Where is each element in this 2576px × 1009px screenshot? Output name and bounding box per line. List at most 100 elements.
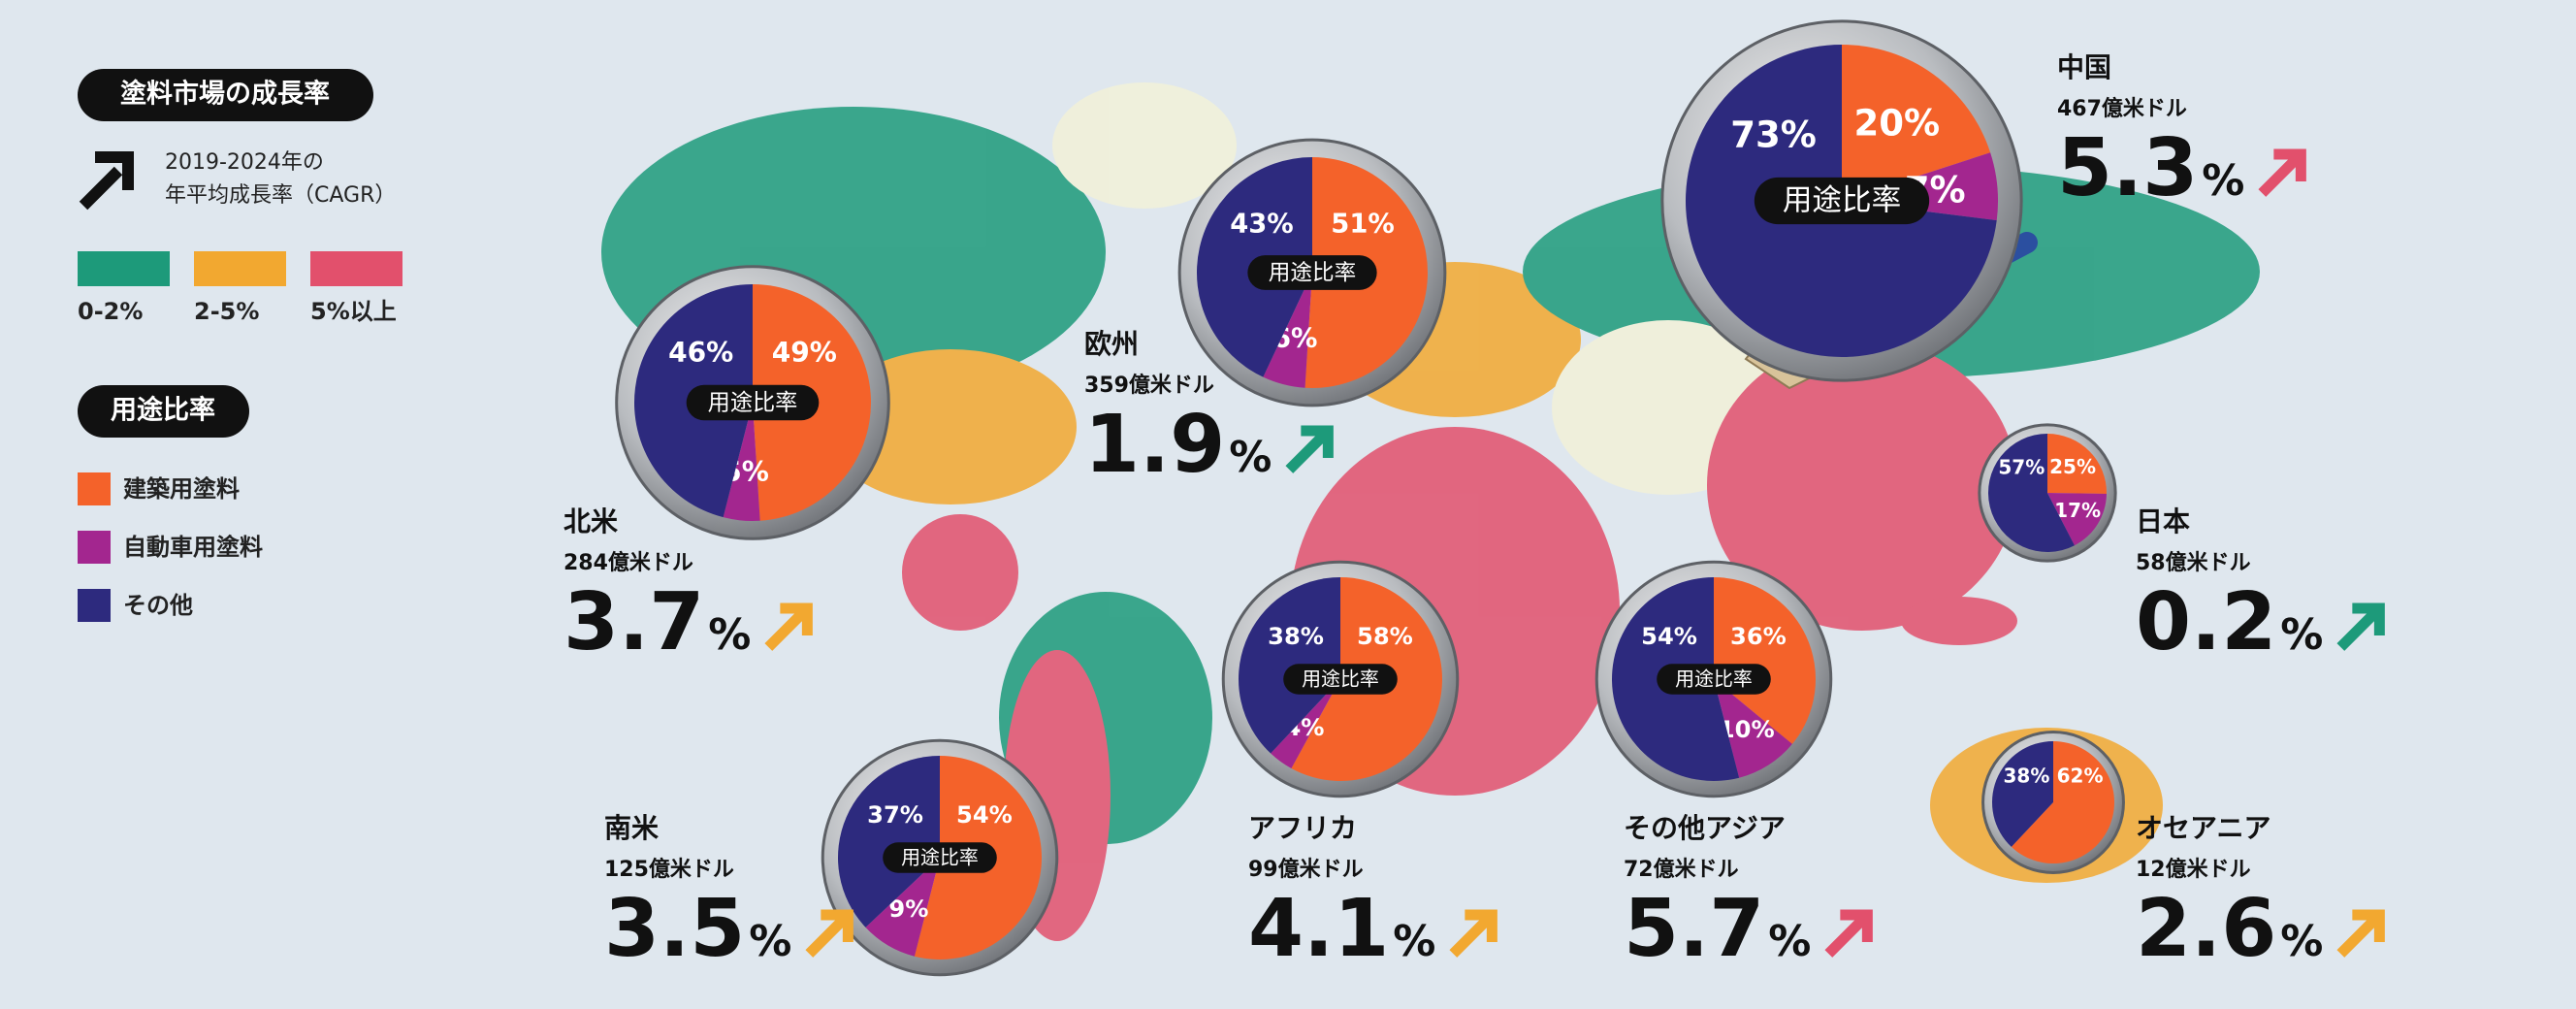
slice-label: 37% [867,801,923,829]
growth-unit: % [749,917,791,966]
growth-unit: % [2202,156,2244,206]
legend-title: 塗料市場の成長率 [120,79,330,110]
growth-rate: 3.5% [604,883,791,975]
growth-arrow [1824,909,1873,958]
center-label: 用途比率 [901,846,979,869]
growth-arrow [2336,602,2385,651]
growth-rate: 0.2% [2136,576,2323,668]
slice-label: 43% [1230,210,1294,240]
growth-number: 5.3 [2057,122,2198,214]
legend-label: 自動車用塗料 [123,534,263,561]
region-name: 日本 [2136,505,2190,537]
pie-chart: 54% 9% 37% 用途比率 [821,738,1059,977]
center-label: 用途比率 [1302,667,1379,691]
growth-rate: 5.3% [2057,122,2244,214]
market-size: 125億米ドル [604,857,734,882]
slice-label: 51% [1331,210,1395,240]
market-size: 359億米ドル [1084,373,1214,398]
pie-slice [1842,45,1991,201]
pie-slice [1714,679,1792,778]
growth-number: 2.6 [2136,883,2276,975]
pie-slice [1714,577,1817,744]
pie-slice [838,756,940,928]
region-name: 欧州 [1084,328,1139,360]
center-pill [1657,664,1771,695]
slice-label: 54% [1641,623,1697,650]
center-label: 用途比率 [1269,261,1356,286]
pie-chart: 25% 17% 57% [1978,423,2117,563]
growth-arrow [2336,909,2385,958]
pie-slice [1239,577,1340,754]
growth-rate: 4.1% [1248,883,1435,975]
center-label: 用途比率 [708,390,798,416]
slice-label: 73% [1730,114,1817,155]
growth-arrow [2258,148,2306,197]
region-name: 南米 [604,812,659,844]
legend-label: 0-2% [78,298,143,325]
growth-number: 5.7 [1624,883,1764,975]
growth-unit: % [1393,917,1435,966]
growth-unit: % [1229,433,1272,482]
market-size: 99億米ドル [1248,857,1364,882]
market-size: 58億米ドル [2136,550,2251,575]
growth-arrow [805,909,853,958]
slice-label: 57% [1998,455,2045,478]
growth-rate: 1.9% [1084,399,1272,491]
pie-chart: 62% 38% [1981,731,2125,874]
legend-swatch [78,251,170,286]
pie-slice [2047,493,2107,546]
legend-note: 年平均成長率（CAGR） [165,183,396,208]
legend-title: 用途比率 [111,395,215,426]
slice-label: 20% [1853,102,1940,144]
legend-label: 2-5% [194,298,259,325]
slice-label: 62% [2057,765,2104,788]
slice-label: 46% [668,337,733,369]
usage-legend: 用途比率 [78,385,249,438]
legend-pill [78,69,373,121]
market-size: 12億米ドル [2136,857,2251,882]
legend-swatch [194,251,286,286]
center-pill [1247,255,1377,290]
growth-number: 1.9 [1084,399,1225,491]
growth-number: 0.2 [2136,576,2276,668]
pie-slice [1271,679,1340,769]
pie-chart: 49%5%46%用途比率 [615,265,890,540]
region-name: オセアニア [2136,812,2270,844]
slice-label: 38% [2004,765,2050,788]
growth-arrow [1449,909,1497,958]
legend-swatch [78,472,111,505]
region-name: 北米 [564,505,618,537]
pie-slice [1263,273,1312,388]
market-size: 284億米ドル [564,550,693,575]
legend-arrow [79,151,134,211]
market-size: 467億米ドル [2057,96,2187,121]
growth-rate: 3.7% [564,576,751,668]
market-size: 72億米ドル [1624,857,1739,882]
pie-slice [865,858,940,957]
pie-slice [1992,741,2053,847]
pie-chart: 20%7%73%用途比率 [1660,19,2023,382]
region-name: 中国 [2057,51,2111,83]
legend-swatch [78,589,111,622]
legend-label: 建築用塗料 [123,475,240,503]
slice-label: 36% [1730,623,1787,650]
slice-label: 54% [956,801,1013,829]
pie-chart: 58%4%38%用途比率 [1221,560,1460,798]
growth-number: 3.7 [564,576,704,668]
pie-chart: 36%10%54%用途比率 [1594,560,1833,798]
center-pill [883,842,997,873]
growth-arrow [1285,425,1334,473]
growth-arrow [764,602,813,651]
growth-number: 4.1 [1248,883,1389,975]
pie-slice [2011,741,2114,863]
region-name: アフリカ [1248,812,1357,844]
slice-label: 25% [2049,455,2096,478]
center-pill [686,384,820,421]
pie-slice [2047,434,2107,494]
slice-label: 38% [1268,623,1324,650]
slice-label: 49% [772,337,837,369]
slice-label: 58% [1357,623,1413,650]
growth-legend: 塗料市場の成長率 2019-2024年の 年平均成長率（CAGR） [78,69,396,211]
pie-chart: 51%6%43%用途比率 [1177,138,1447,407]
legend-label: その他 [123,592,193,619]
